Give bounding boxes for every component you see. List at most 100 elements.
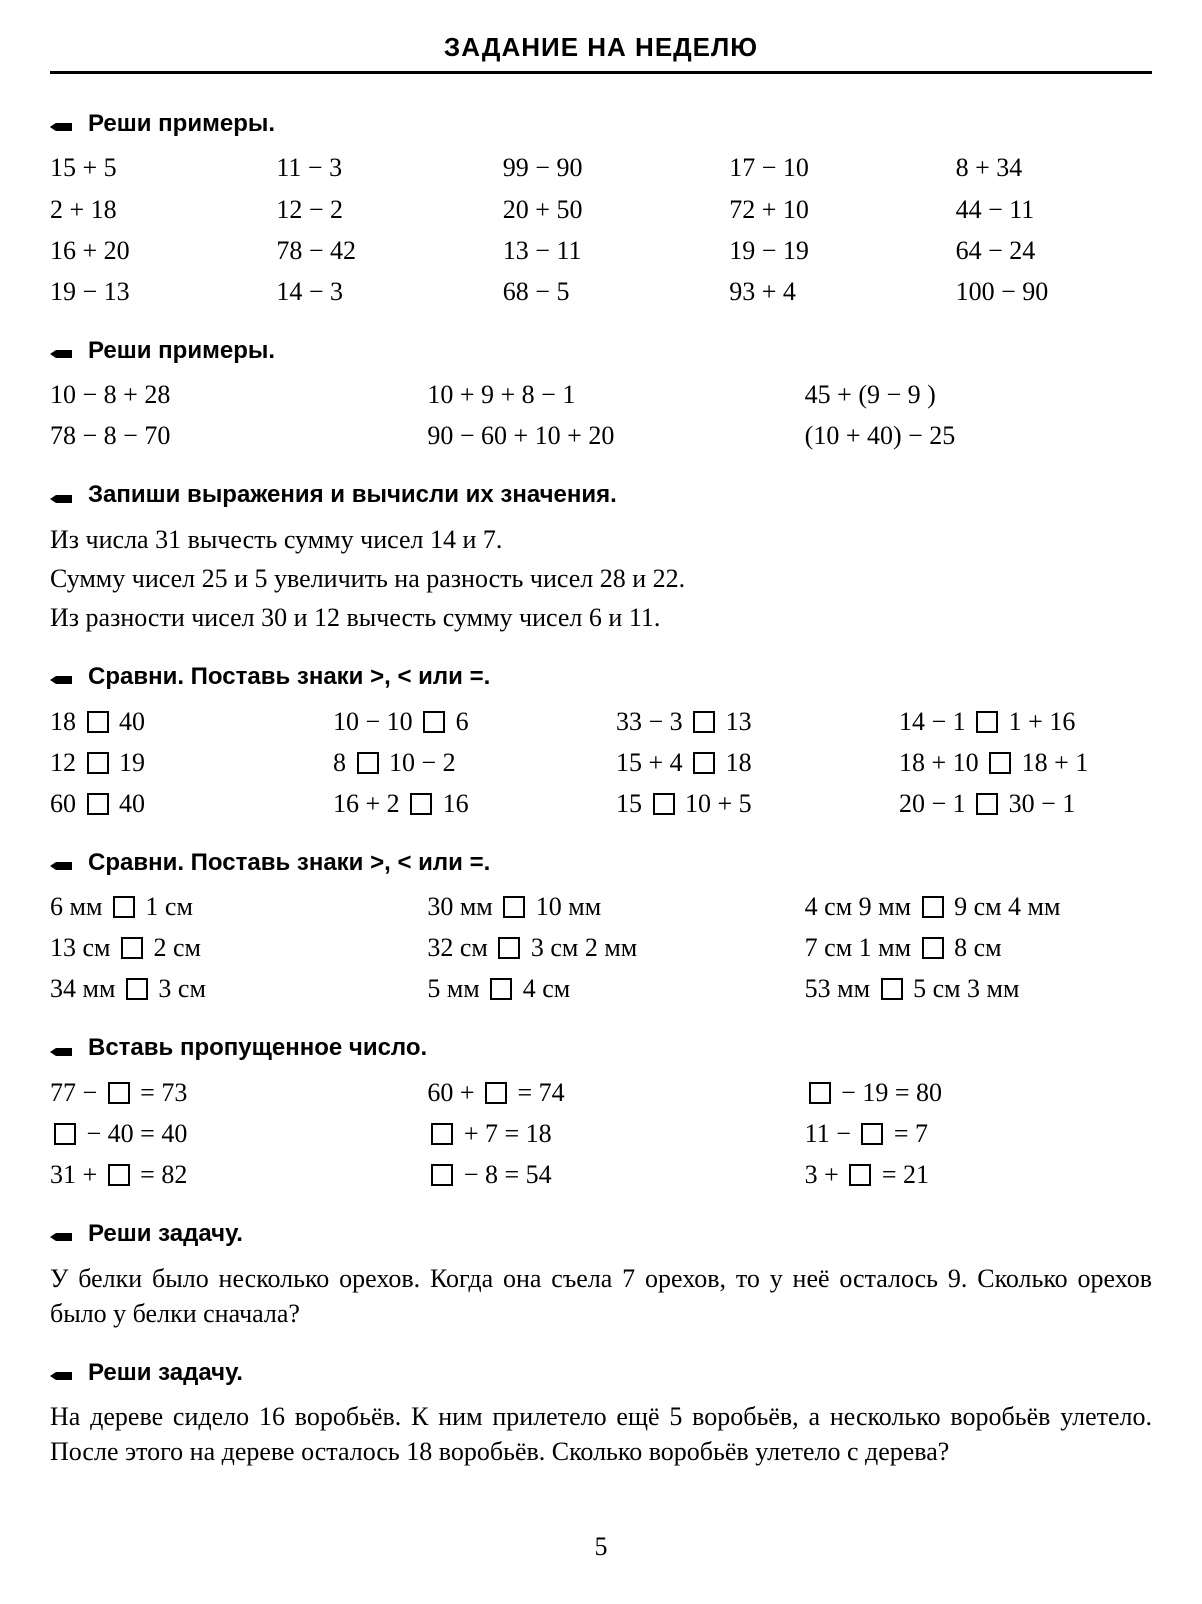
answer-box[interactable] <box>54 1123 76 1145</box>
section-heading: Вставь пропущенное число. <box>50 1032 1152 1064</box>
answer-box[interactable] <box>976 793 998 815</box>
pencil-icon <box>50 114 78 134</box>
answer-box[interactable] <box>498 937 520 959</box>
fill-post: = 21 <box>875 1160 929 1189</box>
compare-left: 15 + 4 <box>616 748 689 777</box>
compare-left: 60 <box>50 789 83 818</box>
answer-box[interactable] <box>113 896 135 918</box>
answer-box[interactable] <box>431 1164 453 1186</box>
answer-box[interactable] <box>121 937 143 959</box>
compare-left: 33 − 3 <box>616 707 689 736</box>
answer-box[interactable] <box>989 752 1011 774</box>
answer-box[interactable] <box>976 711 998 733</box>
text-line: Из разности чисел 30 и 12 вычесть сумму … <box>50 600 1152 635</box>
answer-box[interactable] <box>410 793 432 815</box>
compare-left: 12 <box>50 748 83 777</box>
section-heading: Запиши выражения и вычисли их значения. <box>50 479 1152 511</box>
answer-box[interactable] <box>693 752 715 774</box>
compare-right: 3 см <box>152 974 206 1003</box>
compare-left: 7 см 1 мм <box>805 933 918 962</box>
compare-left: 32 см <box>427 933 494 962</box>
compare-right: 19 <box>113 748 146 777</box>
example-cell: 13 − 11 <box>503 233 699 268</box>
answer-box[interactable] <box>423 711 445 733</box>
answer-box[interactable] <box>87 752 109 774</box>
answer-box[interactable] <box>922 896 944 918</box>
example-cell: 16 + 20 <box>50 233 246 268</box>
word-problem-text: На дереве сидело 16 воробьёв. К ним прил… <box>50 1399 1152 1469</box>
answer-box[interactable] <box>108 1164 130 1186</box>
answer-box[interactable] <box>653 793 675 815</box>
answer-box[interactable] <box>431 1123 453 1145</box>
compare-right: 18 + 1 <box>1015 748 1088 777</box>
example-grid: 15 + 511 − 399 − 9017 − 108 + 342 + 1812… <box>50 150 1152 308</box>
example-cell: 99 − 90 <box>503 150 699 185</box>
fill-pre: 11 − <box>805 1119 858 1148</box>
compare-cell: 13 см 2 см <box>50 930 397 965</box>
compare-grid: 18 4010 − 10 633 − 3 1314 − 1 1 + 1612 1… <box>50 704 1152 821</box>
answer-box[interactable] <box>503 896 525 918</box>
answer-box[interactable] <box>849 1164 871 1186</box>
fill-cell: + 7 = 18 <box>427 1116 774 1151</box>
compare-cell: 10 − 10 6 <box>333 704 586 739</box>
text-line: Сумму чисел 25 и 5 увеличить на разность… <box>50 561 1152 596</box>
fill-post: − 40 = 40 <box>80 1119 187 1148</box>
answer-box[interactable] <box>861 1123 883 1145</box>
compare-right: 1 + 16 <box>1002 707 1075 736</box>
answer-box[interactable] <box>126 978 148 1000</box>
example-cell: 78 − 8 − 70 <box>50 418 397 453</box>
pencil-icon <box>50 1039 78 1059</box>
answer-box[interactable] <box>87 793 109 815</box>
compare-cell: 8 10 − 2 <box>333 745 586 780</box>
answer-box[interactable] <box>809 1082 831 1104</box>
compare-left: 5 мм <box>427 974 486 1003</box>
answer-box[interactable] <box>87 711 109 733</box>
pencil-icon <box>50 1363 78 1383</box>
compare-right: 2 см <box>147 933 201 962</box>
compare-right: 4 см <box>516 974 570 1003</box>
compare-cell: 12 19 <box>50 745 303 780</box>
example-cell: 19 − 19 <box>729 233 925 268</box>
answer-box[interactable] <box>693 711 715 733</box>
compare-cell: 14 − 1 1 + 16 <box>899 704 1152 739</box>
answer-box[interactable] <box>922 937 944 959</box>
answer-box[interactable] <box>108 1082 130 1104</box>
fill-post: = 7 <box>887 1119 928 1148</box>
section-heading-text: Сравни. Поставь знаки >, < или =. <box>88 847 490 879</box>
compare-cell: 5 мм 4 см <box>427 971 774 1006</box>
pencil-icon <box>50 853 78 873</box>
compare-cell: 34 мм 3 см <box>50 971 397 1006</box>
pencil-icon <box>50 486 78 506</box>
compare-left: 14 − 1 <box>899 707 972 736</box>
compare-cell: 32 см 3 см 2 мм <box>427 930 774 965</box>
word-problem-text: У белки было несколько орехов. Когда она… <box>50 1261 1152 1331</box>
example-cell: 44 − 11 <box>956 192 1152 227</box>
example-cell: 68 − 5 <box>503 274 699 309</box>
answer-box[interactable] <box>357 752 379 774</box>
example-cell: 10 − 8 + 28 <box>50 377 397 412</box>
compare-right: 6 <box>449 707 469 736</box>
answer-box[interactable] <box>485 1082 507 1104</box>
example-cell: 11 − 3 <box>276 150 472 185</box>
answer-box[interactable] <box>881 978 903 1000</box>
compare-cell: 53 мм 5 см 3 мм <box>805 971 1152 1006</box>
compare-right: 18 <box>719 748 752 777</box>
pencil-icon <box>50 1224 78 1244</box>
section-heading-text: Реши примеры. <box>88 335 275 367</box>
compare-right: 8 см <box>948 933 1002 962</box>
fill-grid: 77 − = 7360 + = 74 − 19 = 80 − 40 = 40 +… <box>50 1075 1152 1192</box>
compare-left: 15 <box>616 789 649 818</box>
answer-box[interactable] <box>490 978 512 1000</box>
example-cell: 90 − 60 + 10 + 20 <box>427 418 774 453</box>
example-cell: (10 + 40) − 25 <box>805 418 1152 453</box>
example-cell: 78 − 42 <box>276 233 472 268</box>
fill-post: = 73 <box>134 1078 188 1107</box>
compare-left: 13 см <box>50 933 117 962</box>
compare-right: 10 мм <box>529 892 601 921</box>
section-heading: Сравни. Поставь знаки >, < или =. <box>50 661 1152 693</box>
compare-cell: 16 + 2 16 <box>333 786 586 821</box>
example-cell: 14 − 3 <box>276 274 472 309</box>
section-heading-text: Вставь пропущенное число. <box>88 1032 427 1064</box>
page-number: 5 <box>50 1529 1152 1564</box>
compare-left: 34 мм <box>50 974 122 1003</box>
